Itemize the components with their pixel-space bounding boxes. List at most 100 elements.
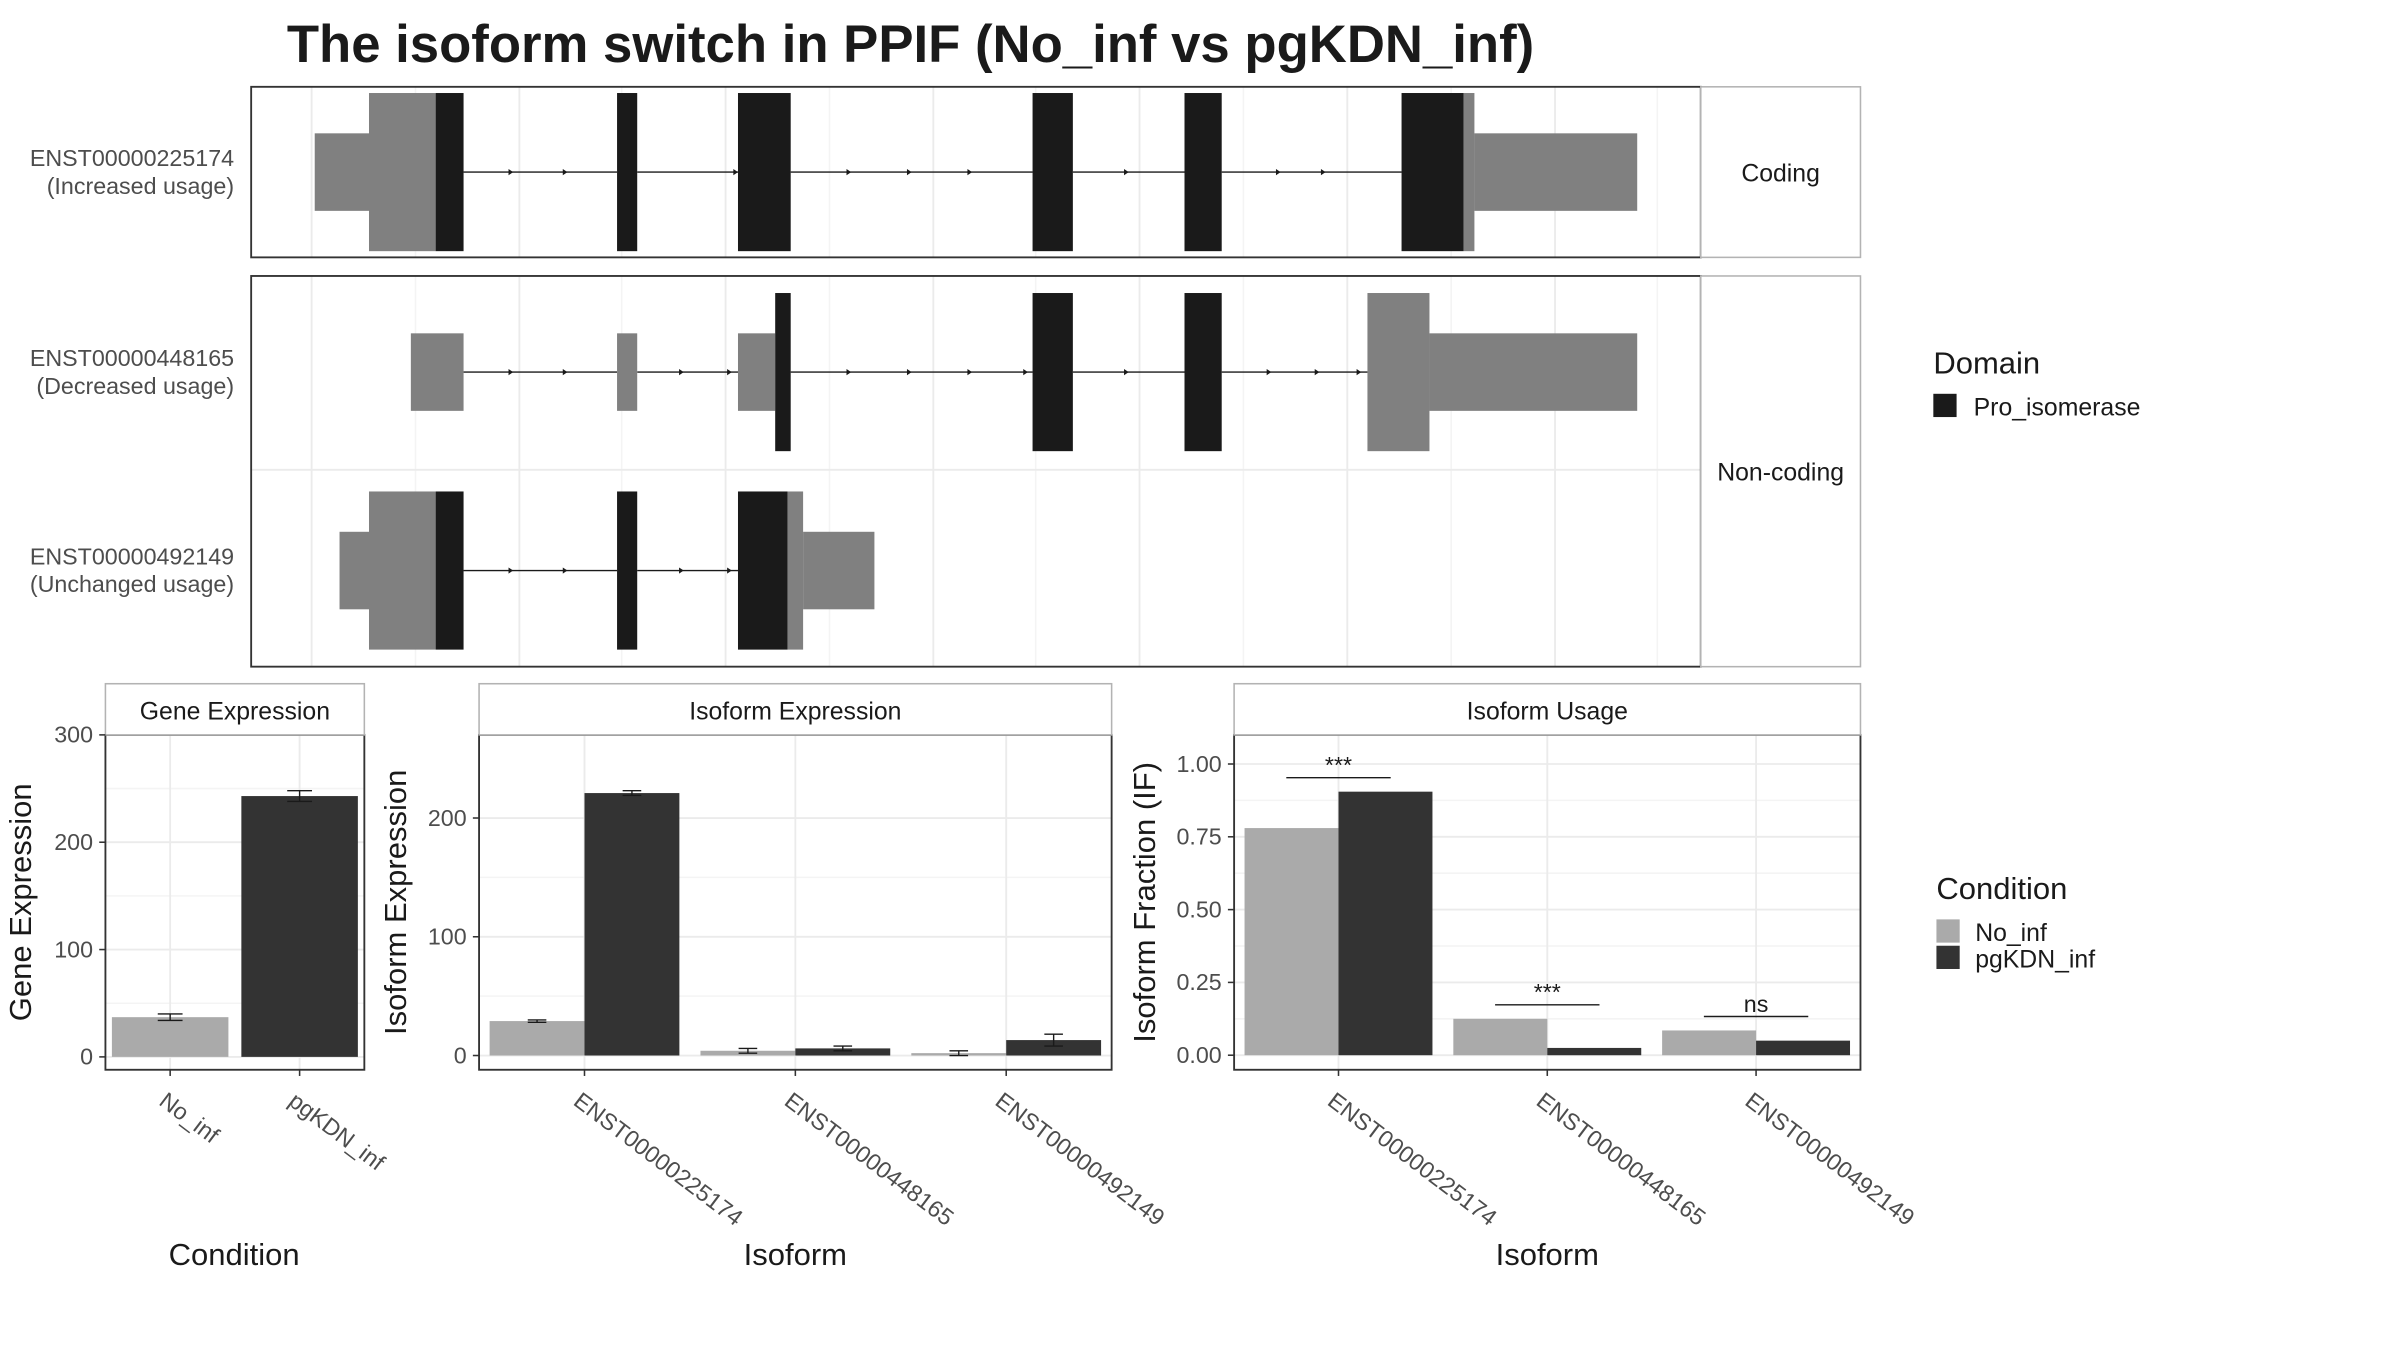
intron-arrow	[1266, 368, 1272, 376]
isoform-id: ENST00000492149	[30, 543, 234, 569]
condition-legend-title: Condition	[1936, 871, 2067, 906]
domain-exon	[737, 93, 791, 252]
y-tick-label: 200	[54, 829, 93, 855]
x-tick-label: ENST00000448165	[780, 1087, 959, 1231]
bar-pgkdn_inf	[584, 793, 680, 1056]
utr-exon	[410, 333, 464, 411]
x-axis-title: Isoform	[744, 1237, 847, 1272]
chart-strip	[104, 682, 366, 736]
condition-legend-swatch	[1936, 945, 1960, 969]
y-tick-label: 0	[454, 1042, 467, 1068]
utr-exon	[1367, 293, 1430, 452]
chart-strip	[1233, 682, 1862, 736]
x-axis-title: Condition	[169, 1237, 300, 1272]
y-tick-label: 0.75	[1176, 824, 1221, 850]
isoform-id: ENST00000225174	[30, 145, 234, 171]
bar-pgkdn_inf	[795, 1048, 891, 1056]
x-tick-label: ENST00000492149	[1741, 1087, 1920, 1231]
isoform-track	[314, 93, 1638, 252]
y-tick-label: 0.25	[1176, 969, 1221, 995]
isoform-label: ENST00000448165(Decreased usage)	[30, 345, 234, 399]
intron-arrow	[727, 567, 732, 574]
intron-arrow	[679, 567, 684, 574]
chart-strip-title: Isoform Expression	[689, 698, 901, 725]
domain-exon	[1401, 93, 1464, 252]
domain-exon	[1032, 93, 1073, 252]
bar-pgkdn_inf	[1547, 1047, 1642, 1056]
facet-strip	[1700, 86, 1862, 259]
isoform-usage: (Unchanged usage)	[30, 571, 234, 597]
intron-arrow	[508, 168, 514, 176]
significance-label: ***	[1534, 979, 1561, 1005]
y-tick-label: 100	[54, 936, 93, 962]
y-axis-title: Gene Expression	[3, 783, 38, 1021]
isoform-track	[410, 293, 1638, 452]
bar	[111, 1017, 229, 1057]
intron-arrow	[562, 368, 568, 376]
x-tick-label: ENST00000492149	[991, 1087, 1170, 1231]
domain-exon	[737, 491, 788, 650]
intron-arrow	[508, 567, 514, 574]
intron-arrow	[1275, 168, 1281, 176]
isoform-id: ENST00000448165	[30, 345, 234, 371]
significance-label: ns	[1744, 991, 1769, 1017]
domain-exon	[435, 93, 464, 252]
domain-legend: Domain Pro_isomerase	[1933, 346, 2140, 422]
intron-arrow	[846, 368, 852, 376]
intron-arrow	[562, 168, 568, 176]
domain-legend-title: Domain	[1933, 346, 2040, 381]
bar-pgkdn_inf	[1338, 791, 1433, 1056]
intron-arrow	[727, 368, 732, 376]
x-tick-label: ENST00000225174	[569, 1087, 748, 1231]
bar-pgkdn_inf	[1756, 1040, 1851, 1056]
bar-no_inf	[1662, 1030, 1757, 1056]
intron-arrow	[967, 168, 973, 176]
condition-legend-swatch	[1936, 919, 1960, 943]
isoform-label: ENST00000225174(Increased usage)	[30, 145, 234, 199]
utr-exon	[1429, 333, 1638, 411]
x-tick-label: ENST00000448165	[1532, 1087, 1711, 1231]
domain-exon	[617, 491, 638, 650]
intron-arrow	[1023, 368, 1028, 376]
bar-no_inf	[1244, 828, 1339, 1056]
intron-arrow	[906, 168, 912, 176]
y-axis-title: Isoform Fraction (IF)	[1127, 762, 1162, 1043]
domain-exon	[775, 293, 791, 452]
facet-strip-label: Non-coding	[1717, 460, 1844, 487]
domain-exon	[1032, 293, 1073, 452]
x-axis-title: Isoform	[1496, 1237, 1599, 1272]
x-tick-label: No_inf	[155, 1087, 225, 1149]
domain-exon	[1184, 93, 1222, 252]
bar-no_inf	[489, 1021, 585, 1056]
y-tick-label: 0.50	[1176, 896, 1221, 922]
chart-panel-isoform-usage: *** *** ns Isoform Usage 0.00 0.25 0.50 0.75 1.0…	[1127, 682, 1920, 1272]
intron-arrow	[1314, 368, 1320, 376]
intron-arrow	[1356, 368, 1362, 376]
condition-legend-label: pgKDN_inf	[1975, 946, 2095, 973]
condition-legend-label: No_inf	[1975, 920, 2047, 947]
intron-arrow	[733, 168, 738, 176]
intron-arrow	[846, 168, 852, 176]
y-tick-label: 100	[428, 924, 467, 950]
x-tick-label: ENST00000225174	[1323, 1087, 1502, 1231]
intron-arrow	[906, 368, 912, 376]
utr-exon	[1463, 93, 1475, 252]
significance-label: ***	[1325, 752, 1352, 778]
chart-strip-title: Isoform Usage	[1467, 698, 1628, 725]
facet-strip-label: Coding	[1741, 160, 1820, 187]
chart-panel-isoform-expression: Isoform Expression 0 100 200 ENST00000225174…	[378, 682, 1170, 1272]
structure-panel-non-coding: Non-coding	[250, 275, 1862, 668]
y-tick-label: 1.00	[1176, 751, 1221, 777]
intron-arrow	[508, 368, 514, 376]
page-title: The isoform switch in PPIF (No_inf vs pg…	[287, 15, 1534, 74]
utr-exon	[737, 333, 776, 411]
domain-legend-swatch	[1933, 393, 1957, 418]
intron-arrow	[1320, 168, 1326, 176]
structure-panel-coding: Coding	[250, 85, 1862, 259]
chart-panel-gene-expression: Gene Expression 0 100 200 300 No_inf pgKDN_inf…	[3, 682, 390, 1272]
x-tick-label: pgKDN_inf	[284, 1087, 390, 1176]
utr-exon	[617, 333, 638, 411]
domain-legend-label: Pro_isomerase	[1974, 395, 2141, 422]
